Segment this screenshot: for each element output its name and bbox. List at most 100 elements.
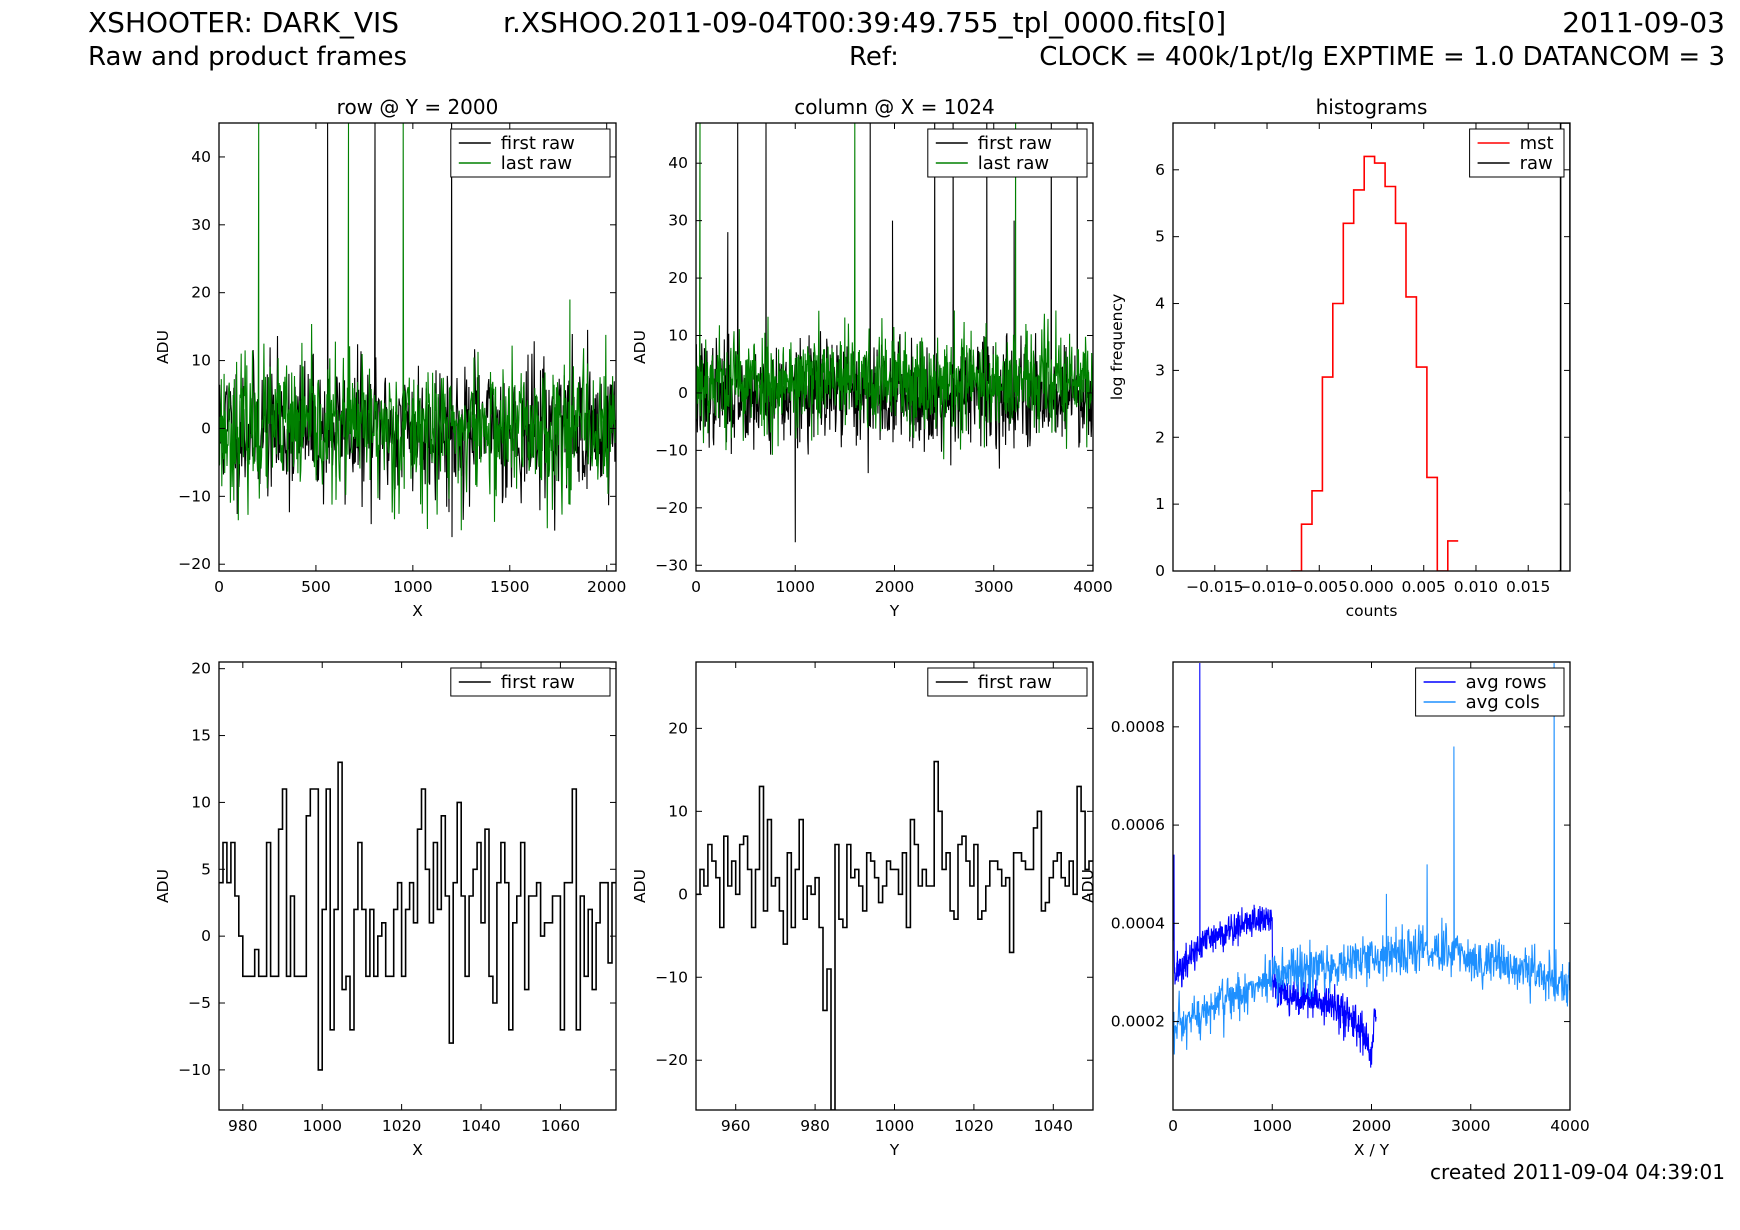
x-tick-label: 1000 xyxy=(1253,1117,1292,1135)
y-tick-label: −30 xyxy=(655,556,688,574)
y-tick-label: 40 xyxy=(668,154,688,172)
series-line-first-raw xyxy=(219,761,616,1071)
x-tick-label: 0.000 xyxy=(1349,578,1393,596)
x-tick-label: 0 xyxy=(1168,1117,1178,1135)
y-tick-label: 20 xyxy=(668,269,688,287)
filename-title: r.XSHOO.2011-09-04T00:39:49.755_tpl_0000… xyxy=(503,6,1227,39)
y-tick-label: 5 xyxy=(201,860,211,878)
x-tick-label: 500 xyxy=(301,578,331,596)
y-tick-label: 2 xyxy=(1155,428,1165,446)
series-line-last-raw xyxy=(696,123,1093,460)
legend: first raw xyxy=(927,667,1088,697)
series-line-avg-rows xyxy=(1173,662,1377,1068)
plot-frame xyxy=(1172,122,1571,572)
chart-title: column @ X = 1024 xyxy=(794,95,994,119)
y-tick-label: 10 xyxy=(191,352,211,370)
y-tick-label: −10 xyxy=(655,441,688,459)
x-tick-label: 1020 xyxy=(382,1117,421,1135)
y-tick-label: 0 xyxy=(678,885,688,903)
plot-area xyxy=(1291,123,1570,571)
y-tick-label: 10 xyxy=(668,802,688,820)
x-tick-label: −0.005 xyxy=(1291,578,1348,596)
chart-row_full: 0 500 1000 1500 2000 −20 −10 0 10 20 30 40 row @ Y =… xyxy=(154,95,626,620)
x-tick-label: 0.010 xyxy=(1454,578,1498,596)
y-axis-label: ADU xyxy=(1079,869,1097,903)
legend-box xyxy=(450,128,611,178)
y-tick-label: 0.0006 xyxy=(1111,816,1165,834)
x-tick-label: 3000 xyxy=(1451,1117,1490,1135)
y-tick-label: −10 xyxy=(178,487,211,505)
y-tick-label: 40 xyxy=(191,148,211,166)
subtitle: Raw and product frames xyxy=(88,42,408,72)
x-tick-label: 1000 xyxy=(875,1117,914,1135)
plot-area xyxy=(696,760,1093,1110)
series-line-first-raw xyxy=(696,123,1093,543)
chart-row_zoom: 980 1000 1020 1040 1060 −10 −5 0 5 10 15 20 X ADU firs… xyxy=(154,660,617,1159)
y-axis-label: ADU xyxy=(631,869,649,903)
x-tick-label: 4000 xyxy=(1073,578,1112,596)
x-axis-label: Y xyxy=(889,1141,900,1159)
x-axis-label: counts xyxy=(1346,602,1398,620)
y-tick-label: 0 xyxy=(1155,562,1165,580)
y-axis-label: log frequency xyxy=(1108,294,1126,400)
y-tick-label: 0.0008 xyxy=(1111,718,1165,736)
y-tick-label: 0 xyxy=(678,384,688,402)
x-tick-label: 0 xyxy=(214,578,224,596)
x-tick-label: −0.010 xyxy=(1238,578,1295,596)
y-axis-label: ADU xyxy=(154,869,172,903)
x-axis-label: X / Y xyxy=(1354,1141,1390,1159)
legend-entry: avg rows xyxy=(1466,672,1547,693)
legend-entry: first raw xyxy=(501,672,575,693)
plot-frame xyxy=(218,661,617,1111)
y-tick-label: 10 xyxy=(668,327,688,345)
x-tick-label: 2000 xyxy=(1352,1117,1391,1135)
x-tick-label: 960 xyxy=(721,1117,751,1135)
y-tick-label: 3 xyxy=(1155,361,1165,379)
y-tick-label: 20 xyxy=(668,719,688,737)
x-tick-label: 0.005 xyxy=(1402,578,1446,596)
y-tick-label: 0.0002 xyxy=(1111,1013,1165,1031)
x-tick-label: 980 xyxy=(800,1117,830,1135)
y-tick-label: −20 xyxy=(655,1051,688,1069)
x-tick-label: 1000 xyxy=(393,578,432,596)
chart-histograms: −0.015−0.010−0.005 0.000 0.005 0.010 0.015 0 1… xyxy=(1108,95,1571,620)
y-tick-label: −5 xyxy=(188,994,211,1012)
instrument-title: XSHOOTER: DARK_VIS xyxy=(88,6,400,39)
legend-box xyxy=(1415,667,1565,717)
y-tick-label: 4 xyxy=(1155,295,1165,313)
legend-entry: last raw xyxy=(501,153,572,174)
y-tick-label: 10 xyxy=(191,793,211,811)
plot-area xyxy=(1173,662,1570,1068)
x-axis-label: X xyxy=(412,1141,423,1159)
x-axis-label: X xyxy=(412,602,423,620)
series-line-mst xyxy=(1291,155,1459,571)
y-tick-label: −20 xyxy=(655,499,688,517)
date-title: 2011-09-03 xyxy=(1562,6,1725,39)
y-tick-label: 0 xyxy=(201,419,211,437)
y-tick-label: 5 xyxy=(1155,228,1165,246)
plot-area xyxy=(219,123,616,538)
x-tick-label: 1000 xyxy=(302,1117,341,1135)
y-tick-label: 30 xyxy=(668,212,688,230)
plot-area xyxy=(696,123,1093,543)
y-tick-label: 20 xyxy=(191,284,211,302)
x-tick-label: 1040 xyxy=(461,1117,500,1135)
series-line-first-raw xyxy=(219,123,616,538)
y-tick-label: 1 xyxy=(1155,495,1165,513)
chart-title: row @ Y = 2000 xyxy=(337,95,499,119)
legend-entry: last raw xyxy=(978,153,1049,174)
y-axis-label: ADU xyxy=(154,330,172,364)
y-tick-label: 0 xyxy=(201,927,211,945)
legend-box xyxy=(927,128,1088,178)
chart-title: histograms xyxy=(1316,95,1428,119)
chart-avg_profiles: 0 1000 2000 3000 4000 0.0002 0.0004 0.0006 0.000… xyxy=(1079,661,1590,1159)
legend-entry: raw xyxy=(1520,153,1553,174)
x-tick-label: 2000 xyxy=(587,578,626,596)
legend-entry: first raw xyxy=(978,672,1052,693)
y-tick-label: −10 xyxy=(178,1061,211,1079)
